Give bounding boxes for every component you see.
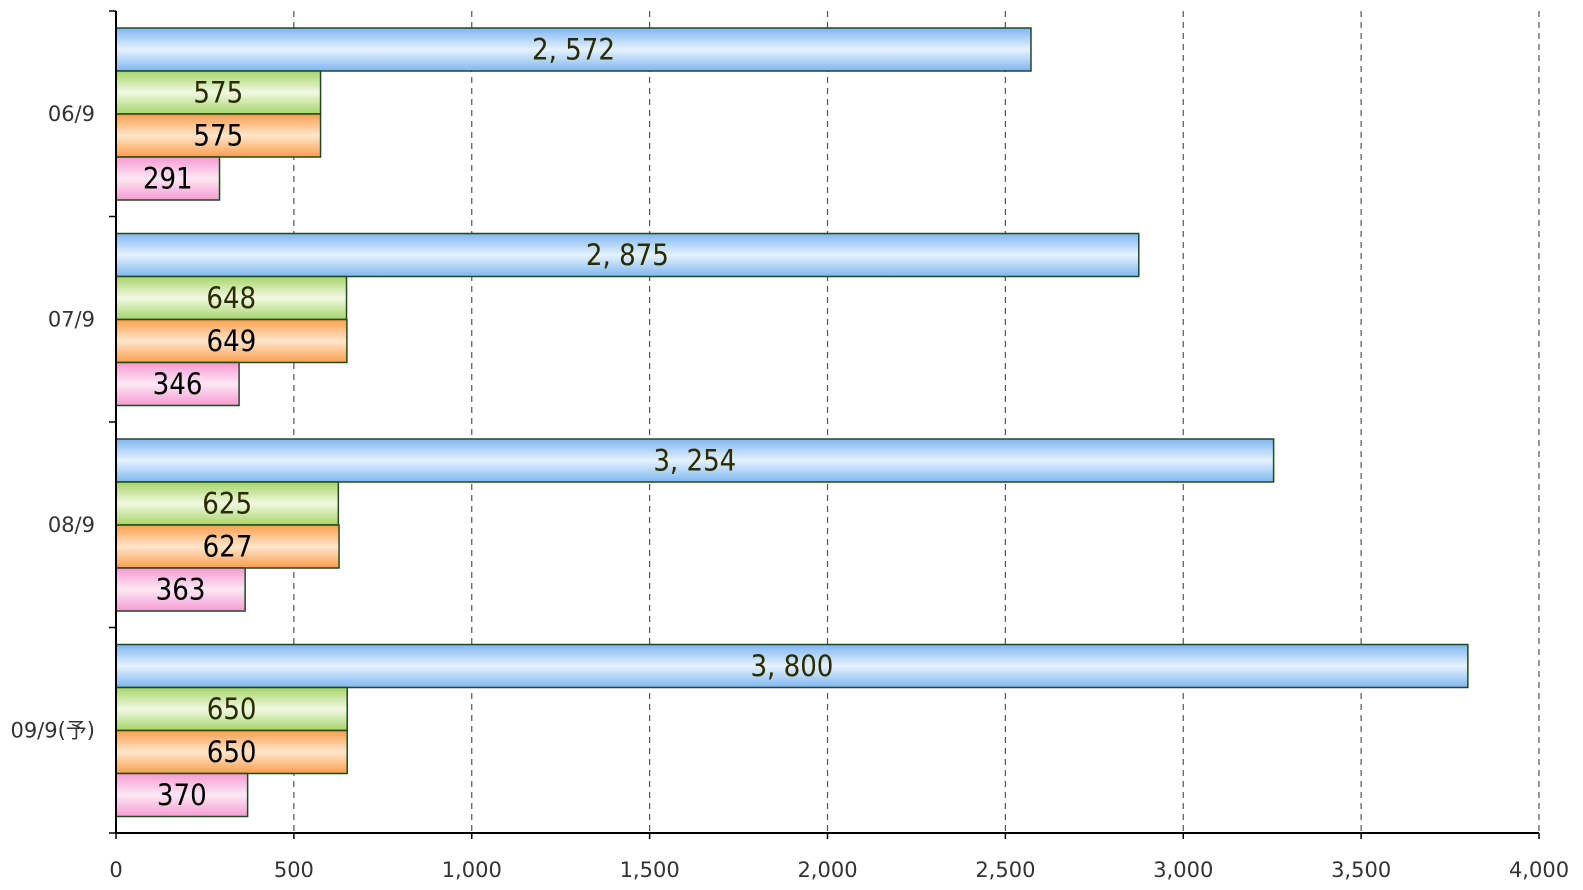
data-label: 370 xyxy=(157,778,207,812)
bar-green xyxy=(115,275,348,321)
data-label: 575 xyxy=(193,119,243,153)
bar-orange xyxy=(115,318,348,364)
x-tick-label: 1,000 xyxy=(442,858,502,882)
category-label: 09/9(予) xyxy=(10,718,95,742)
bar-blue xyxy=(115,643,1469,689)
x-tick-label: 500 xyxy=(274,858,314,882)
bar-orange xyxy=(115,113,322,158)
data-label: 648 xyxy=(206,281,256,315)
data-label: 3, 800 xyxy=(750,649,833,683)
x-tick-label: 4,000 xyxy=(1509,858,1569,882)
bar-pink xyxy=(115,156,221,201)
x-tick-label: 3,000 xyxy=(1153,858,1213,882)
x-tick-label: 2,000 xyxy=(797,858,857,882)
data-label: 650 xyxy=(207,735,257,769)
bar-pink xyxy=(115,361,240,407)
bar-orange xyxy=(115,524,340,569)
labels: 0 500 1,000 1,500 2,000 2,500 3,000 3,500 4,000 0… xyxy=(10,33,1569,883)
data-label: 346 xyxy=(153,367,203,401)
data-label: 3, 254 xyxy=(653,444,736,478)
category-label: 08/9 xyxy=(48,513,95,537)
bar-pink xyxy=(115,772,249,818)
bar-green xyxy=(115,686,348,732)
x-tick-label: 2,500 xyxy=(975,858,1035,882)
bar-pink xyxy=(115,567,246,612)
bars xyxy=(115,27,1469,818)
bar-green xyxy=(115,481,340,526)
x-tick-label: 1,500 xyxy=(620,858,680,882)
data-label: 649 xyxy=(207,324,257,358)
axes xyxy=(109,10,1540,839)
bar-blue xyxy=(115,232,1140,278)
data-label: 2, 572 xyxy=(532,33,615,67)
category-label: 06/9 xyxy=(48,102,95,126)
data-label: 625 xyxy=(202,487,252,521)
data-label: 363 xyxy=(156,573,206,607)
x-tick-label: 0 xyxy=(109,858,122,882)
gridlines xyxy=(293,11,1540,833)
data-label: 2, 875 xyxy=(586,238,669,272)
data-label: 650 xyxy=(207,692,257,726)
data-label: 627 xyxy=(203,530,253,564)
bar-blue xyxy=(115,438,1275,483)
data-label: 291 xyxy=(143,162,193,196)
category-label: 07/9 xyxy=(48,307,95,331)
x-tick-label: 3,500 xyxy=(1331,858,1391,882)
bar-orange xyxy=(115,729,348,775)
data-label: 575 xyxy=(193,76,243,110)
